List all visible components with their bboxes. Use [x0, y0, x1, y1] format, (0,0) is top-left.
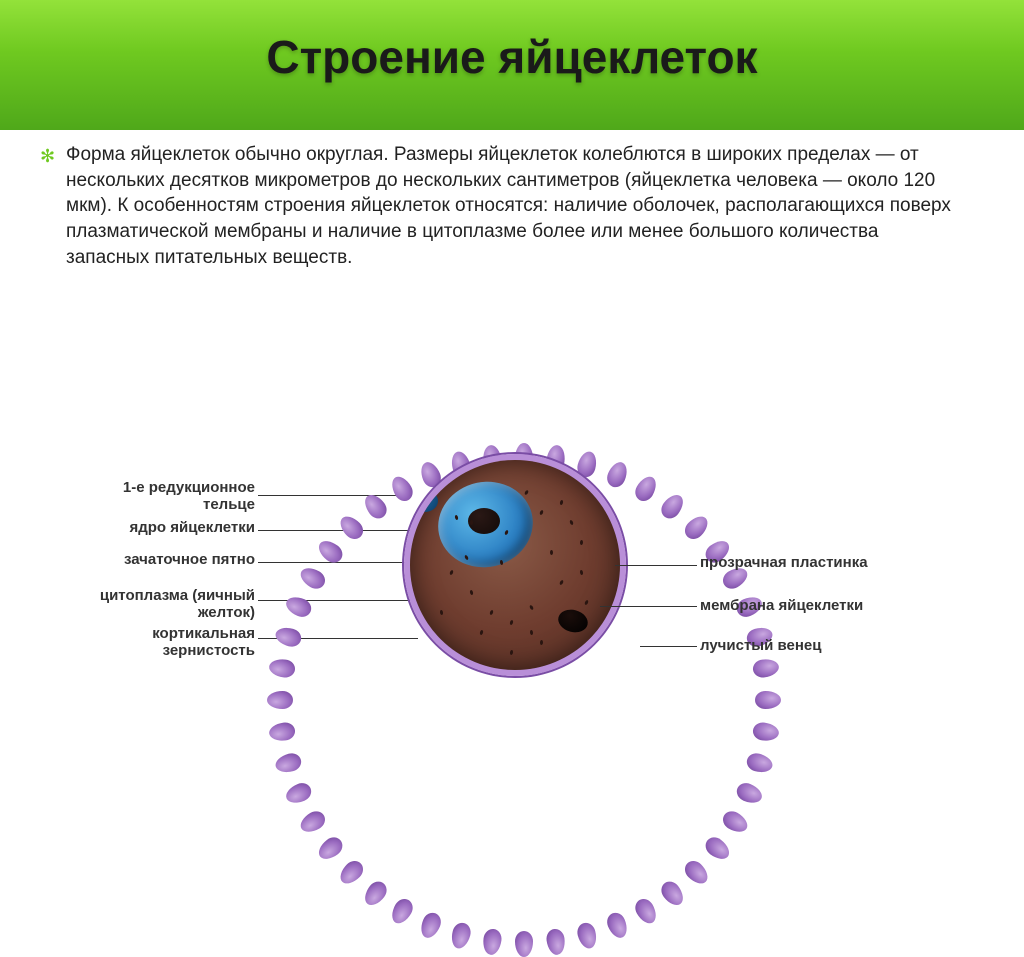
- corona-cell: [681, 512, 712, 543]
- corona-cell: [388, 896, 417, 928]
- corona-cell: [336, 857, 367, 888]
- yolk-speck: [550, 550, 553, 555]
- corona-cell: [681, 857, 712, 888]
- leader-line: [615, 565, 697, 566]
- header-band: Строение яйцеклеток: [0, 0, 1024, 130]
- yolk-speck: [440, 610, 444, 615]
- yolk-speck: [529, 605, 534, 611]
- corona-cell: [449, 921, 473, 951]
- polar-body: [412, 490, 438, 512]
- corona-cell: [632, 473, 661, 505]
- corona-cell: [752, 658, 780, 679]
- yolk-speck: [449, 570, 454, 576]
- yolk-speck: [569, 520, 574, 526]
- corona-cell: [545, 928, 566, 956]
- corona-cell: [632, 896, 661, 928]
- corona-cell: [417, 910, 444, 941]
- corona-cell: [604, 459, 631, 490]
- corona-cell: [657, 491, 687, 523]
- yolk-speck: [580, 570, 584, 575]
- yolk-speck: [479, 630, 483, 636]
- leader-line: [640, 646, 697, 647]
- corona-cell: [734, 780, 765, 807]
- corona-cell: [720, 808, 752, 837]
- yolk-speck: [524, 490, 529, 496]
- yolk-speck: [559, 500, 563, 506]
- corona-cell: [360, 878, 390, 910]
- label-nucleus: ядро яйцеклетки: [80, 520, 255, 537]
- yolk-speck: [559, 580, 564, 586]
- corona-cell: [268, 721, 296, 742]
- corona-cell: [702, 833, 734, 863]
- bullet-star-icon: ✻: [40, 144, 55, 168]
- yolk-speck: [540, 640, 543, 645]
- corona-cell: [515, 931, 533, 957]
- yolk-speck: [539, 510, 544, 516]
- label-zona-pellucida: прозрачная пластинка: [700, 555, 900, 572]
- corona-cell: [604, 910, 631, 941]
- egg-cell-diagram: 1-е редукционное тельце ядро яйцеклетки …: [0, 400, 1024, 760]
- yolk-speck: [510, 650, 514, 655]
- yolk-speck: [500, 560, 504, 565]
- main-paragraph: ✻ Форма яйцеклеток обычно округлая. Разм…: [40, 142, 964, 270]
- cell-graphic: [380, 430, 650, 700]
- yolk-speck: [469, 590, 473, 596]
- corona-cell: [575, 921, 599, 951]
- dark-spot: [556, 606, 591, 635]
- content-area: ✻ Форма яйцеклеток обычно округлая. Разм…: [0, 130, 1024, 270]
- label-polar-body: 1-е редукционное тельце: [80, 480, 255, 513]
- cytoplasm: [410, 460, 620, 670]
- corona-cell: [752, 721, 780, 742]
- corona-cell: [297, 564, 329, 593]
- corona-cell: [482, 928, 503, 956]
- label-cortical-granules: кортикальная зернистость: [80, 626, 255, 659]
- corona-cell: [745, 751, 775, 775]
- label-membrane: мембрана яйцеклетки: [700, 598, 900, 615]
- corona-cell: [273, 751, 303, 775]
- label-germinal-spot: зачаточное пятно: [80, 552, 255, 569]
- corona-cell: [336, 512, 367, 543]
- paragraph-text: Форма яйцеклеток обычно округлая. Размер…: [66, 144, 951, 268]
- corona-cell: [273, 625, 303, 649]
- page-title: Строение яйцеклеток: [0, 30, 1024, 84]
- label-cytoplasm: цитоплазма (яичный желток): [80, 588, 255, 621]
- yolk-speck: [584, 600, 589, 606]
- yolk-speck: [530, 630, 534, 635]
- corona-cell: [267, 691, 293, 709]
- corona-cell: [297, 808, 329, 837]
- corona-cell: [657, 878, 687, 910]
- yolk-speck: [580, 540, 583, 545]
- label-corona-radiata: лучистый венец: [700, 638, 900, 655]
- yolk-speck: [509, 620, 513, 626]
- corona-cell: [268, 658, 296, 679]
- yolk-speck: [489, 610, 494, 616]
- leader-line: [600, 606, 697, 607]
- corona-cell: [755, 691, 781, 709]
- corona-cell: [315, 833, 347, 863]
- corona-cell: [283, 780, 314, 807]
- corona-cell: [283, 593, 314, 620]
